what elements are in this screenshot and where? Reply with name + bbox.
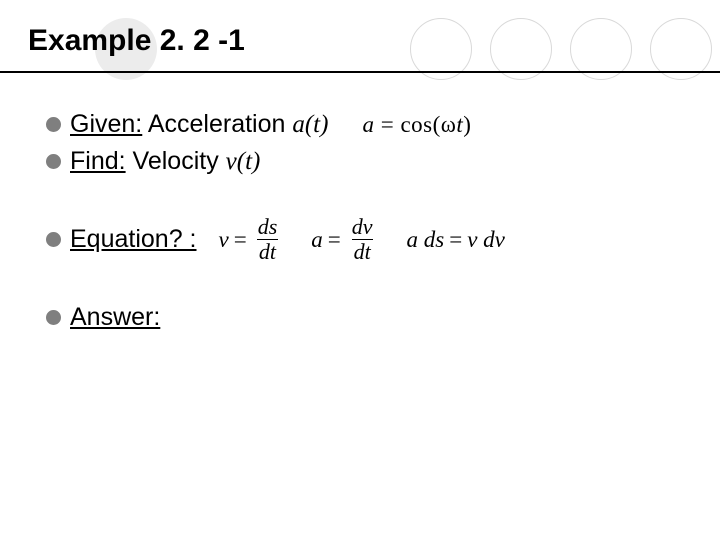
given-text: Acceleration [142,110,292,138]
find-text: Velocity [126,147,226,175]
given-label: Given: [70,110,142,138]
line-find: Find: Velocity v(t) [46,147,686,176]
find-func: v(t) [226,148,261,175]
equation-label: Equation? : [70,225,197,254]
slide-title: Example 2. 2 -1 [28,24,245,58]
line-given: Given: Acceleration a(t) a = cos(ωt) [46,110,686,139]
line-answer: Answer: [46,303,686,332]
line-equation: Equation? : v= dsdt a= dvdt a ds=v dv [46,216,686,263]
given-equation: a = cos(ωt) [362,112,471,138]
slide-body: Given: Acceleration a(t) a = cos(ωt) Fin… [46,110,686,340]
eq-ads: a ds=v dv [407,227,505,253]
eq-v: v= dsdt [219,216,284,263]
equation-group: v= dsdt a= dvdt a ds=v dv [219,216,505,263]
bullet-icon [46,310,61,325]
find-label: Find: [70,147,126,175]
title-underline [0,71,720,73]
bullet-icon [46,117,61,132]
bullet-icon [46,232,61,247]
answer-label: Answer: [70,303,160,332]
bullet-icon [46,154,61,169]
given-func: a(t) [292,111,328,138]
eq-a: a= dvdt [311,216,378,263]
